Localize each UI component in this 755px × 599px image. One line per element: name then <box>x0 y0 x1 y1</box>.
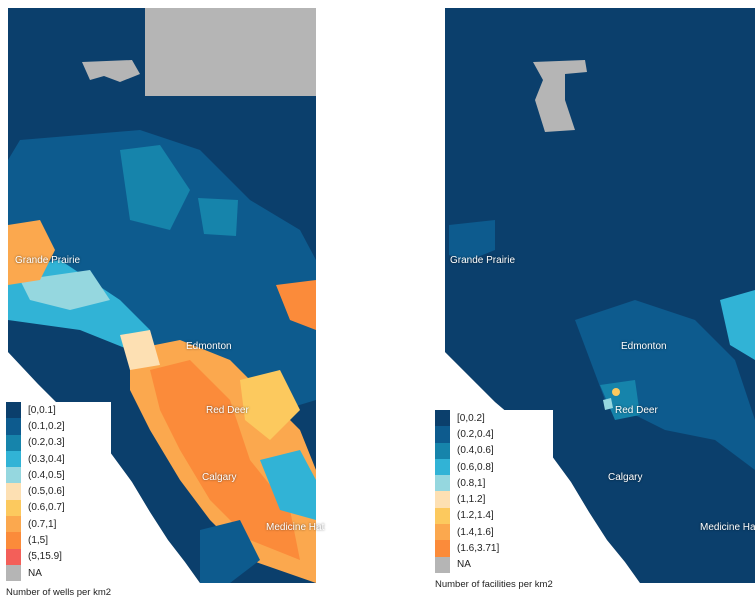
region-light <box>20 270 110 310</box>
region-mid <box>600 380 640 420</box>
legend-label: (0.4,0.5] <box>28 469 65 481</box>
facilities-legend: [0,0.2] (0.2,0.4] (0.4,0.6] (0.6,0.8] (0.8,1… <box>435 410 553 590</box>
legend-item: NA <box>6 564 111 582</box>
city-label-calgary: Calgary <box>202 472 237 483</box>
city-label-edmonton: Edmonton <box>186 341 232 352</box>
legend-item: (1.6,3.71] <box>435 540 553 557</box>
legend-item: [0,0.1] <box>6 402 111 419</box>
region-low <box>8 130 316 420</box>
region-mid-2 <box>198 198 238 236</box>
region-south-dark <box>200 520 260 583</box>
legend-swatch <box>6 499 21 517</box>
city-label-grande-prairie: Grande Prairie <box>15 255 81 266</box>
legend-swatch <box>6 467 21 484</box>
legend-swatch <box>6 548 21 565</box>
legend-item: (0.8,1] <box>435 475 553 492</box>
legend-label: (0.5,0.6] <box>28 486 65 498</box>
wells-density-map <box>8 8 316 583</box>
legend-swatch <box>435 540 450 557</box>
legend-label: NA <box>28 567 42 579</box>
legend-label: (1.4,1.6] <box>457 526 494 538</box>
legend-item: (1.4,1.6] <box>435 524 553 541</box>
region-yellow <box>240 370 300 440</box>
region-light <box>603 398 613 410</box>
legend-swatch <box>435 410 450 427</box>
legend-label: (0.7,1] <box>28 518 57 530</box>
legend-item: (0.3,0.4] <box>6 450 111 468</box>
legend-label: (1.6,3.71] <box>457 543 500 555</box>
legend-swatch <box>6 402 21 419</box>
legend-swatch <box>6 483 21 500</box>
legend-item: (1,1.2] <box>435 491 553 508</box>
legend-label: [0,0.2] <box>457 412 485 424</box>
legend-swatch <box>6 418 21 435</box>
legend-label: (0.2,0.3] <box>28 437 65 449</box>
legend-label: (1,5] <box>28 535 49 547</box>
legend-swatch <box>435 458 450 476</box>
legend-swatch <box>6 434 21 451</box>
na-region-north <box>82 60 140 82</box>
region-low-2 <box>449 220 495 262</box>
legend-label: [0,0.1] <box>28 404 56 416</box>
region-cyan-east <box>260 450 316 520</box>
legend-swatch <box>435 475 450 492</box>
region-core <box>150 360 300 560</box>
legend-label: (1,1.2] <box>457 494 486 506</box>
legend-swatch <box>435 507 450 525</box>
na-region-northeast <box>145 8 316 96</box>
legend-item: (0.2,0.4] <box>435 426 553 443</box>
legend-item: (0.4,0.6] <box>435 442 553 459</box>
legend-item: (1,5] <box>6 532 111 549</box>
legend-swatch <box>6 450 21 468</box>
legend-label: (1.2,1.4] <box>457 510 494 522</box>
legend-item: (0.6,0.8] <box>435 458 553 476</box>
legend-item: (0.5,0.6] <box>6 483 111 500</box>
legend-label: (0.3,0.4] <box>28 453 65 465</box>
region-east-orange <box>276 280 316 330</box>
city-label-medicine-hat: Medicine Ha <box>700 522 755 533</box>
region-mid <box>120 145 190 230</box>
city-label-medicine-hat: Medicine Hat <box>266 522 325 533</box>
legend-label: (0.6,0.8] <box>457 461 494 473</box>
legend-label: (0.2,0.4] <box>457 428 494 440</box>
region-grandeprairie <box>8 220 55 285</box>
legend-swatch <box>6 564 21 582</box>
legend-swatch <box>435 426 450 443</box>
legend-item: (1.2,1.4] <box>435 507 553 525</box>
legend-swatch <box>6 516 21 533</box>
legend-label: (0.6,0.7] <box>28 502 65 514</box>
legend-item: (0.6,0.7] <box>6 499 111 517</box>
legend-label: (0.8,1] <box>457 477 486 489</box>
legend-item: (0.7,1] <box>6 516 111 533</box>
legend-label: (5,15.9] <box>28 551 62 563</box>
region-east-cyan <box>720 290 755 360</box>
legend-swatch <box>435 491 450 508</box>
legend-item: (0.2,0.3] <box>6 434 111 451</box>
city-label-calgary: Calgary <box>608 472 643 483</box>
legend-swatch <box>6 532 21 549</box>
city-label-grande-prairie: Grande Prairie <box>450 255 516 266</box>
region-low <box>575 300 755 470</box>
legend-label: (0.1,0.2] <box>28 420 65 432</box>
legend-title: Number of wells per km2 <box>6 587 112 599</box>
region-yellow-spot <box>612 388 620 396</box>
legend-title: Number of facilities per km2 <box>435 578 553 590</box>
wells-legend: [0,0.1] (0.1,0.2] (0.2,0.3] (0.3,0.4] (0.4,0… <box>6 402 112 599</box>
legend-label: (0.4,0.6] <box>457 445 494 457</box>
city-label-red-deer: Red Deer <box>206 405 249 416</box>
legend-item: (0.4,0.5] <box>6 467 111 484</box>
city-label-red-deer: Red Deer <box>615 405 658 416</box>
legend-item: (5,15.9] <box>6 548 111 565</box>
legend-item: [0,0.2] <box>435 410 553 427</box>
legend-item: NA <box>435 556 553 573</box>
na-region-north <box>533 60 587 132</box>
legend-swatch <box>435 442 450 459</box>
legend-item: (0.1,0.2] <box>6 418 111 435</box>
legend-label: NA <box>457 559 471 571</box>
legend-swatch <box>435 524 450 541</box>
region-pale <box>120 330 160 370</box>
legend-swatch <box>435 556 450 573</box>
city-label-edmonton: Edmonton <box>621 341 667 352</box>
